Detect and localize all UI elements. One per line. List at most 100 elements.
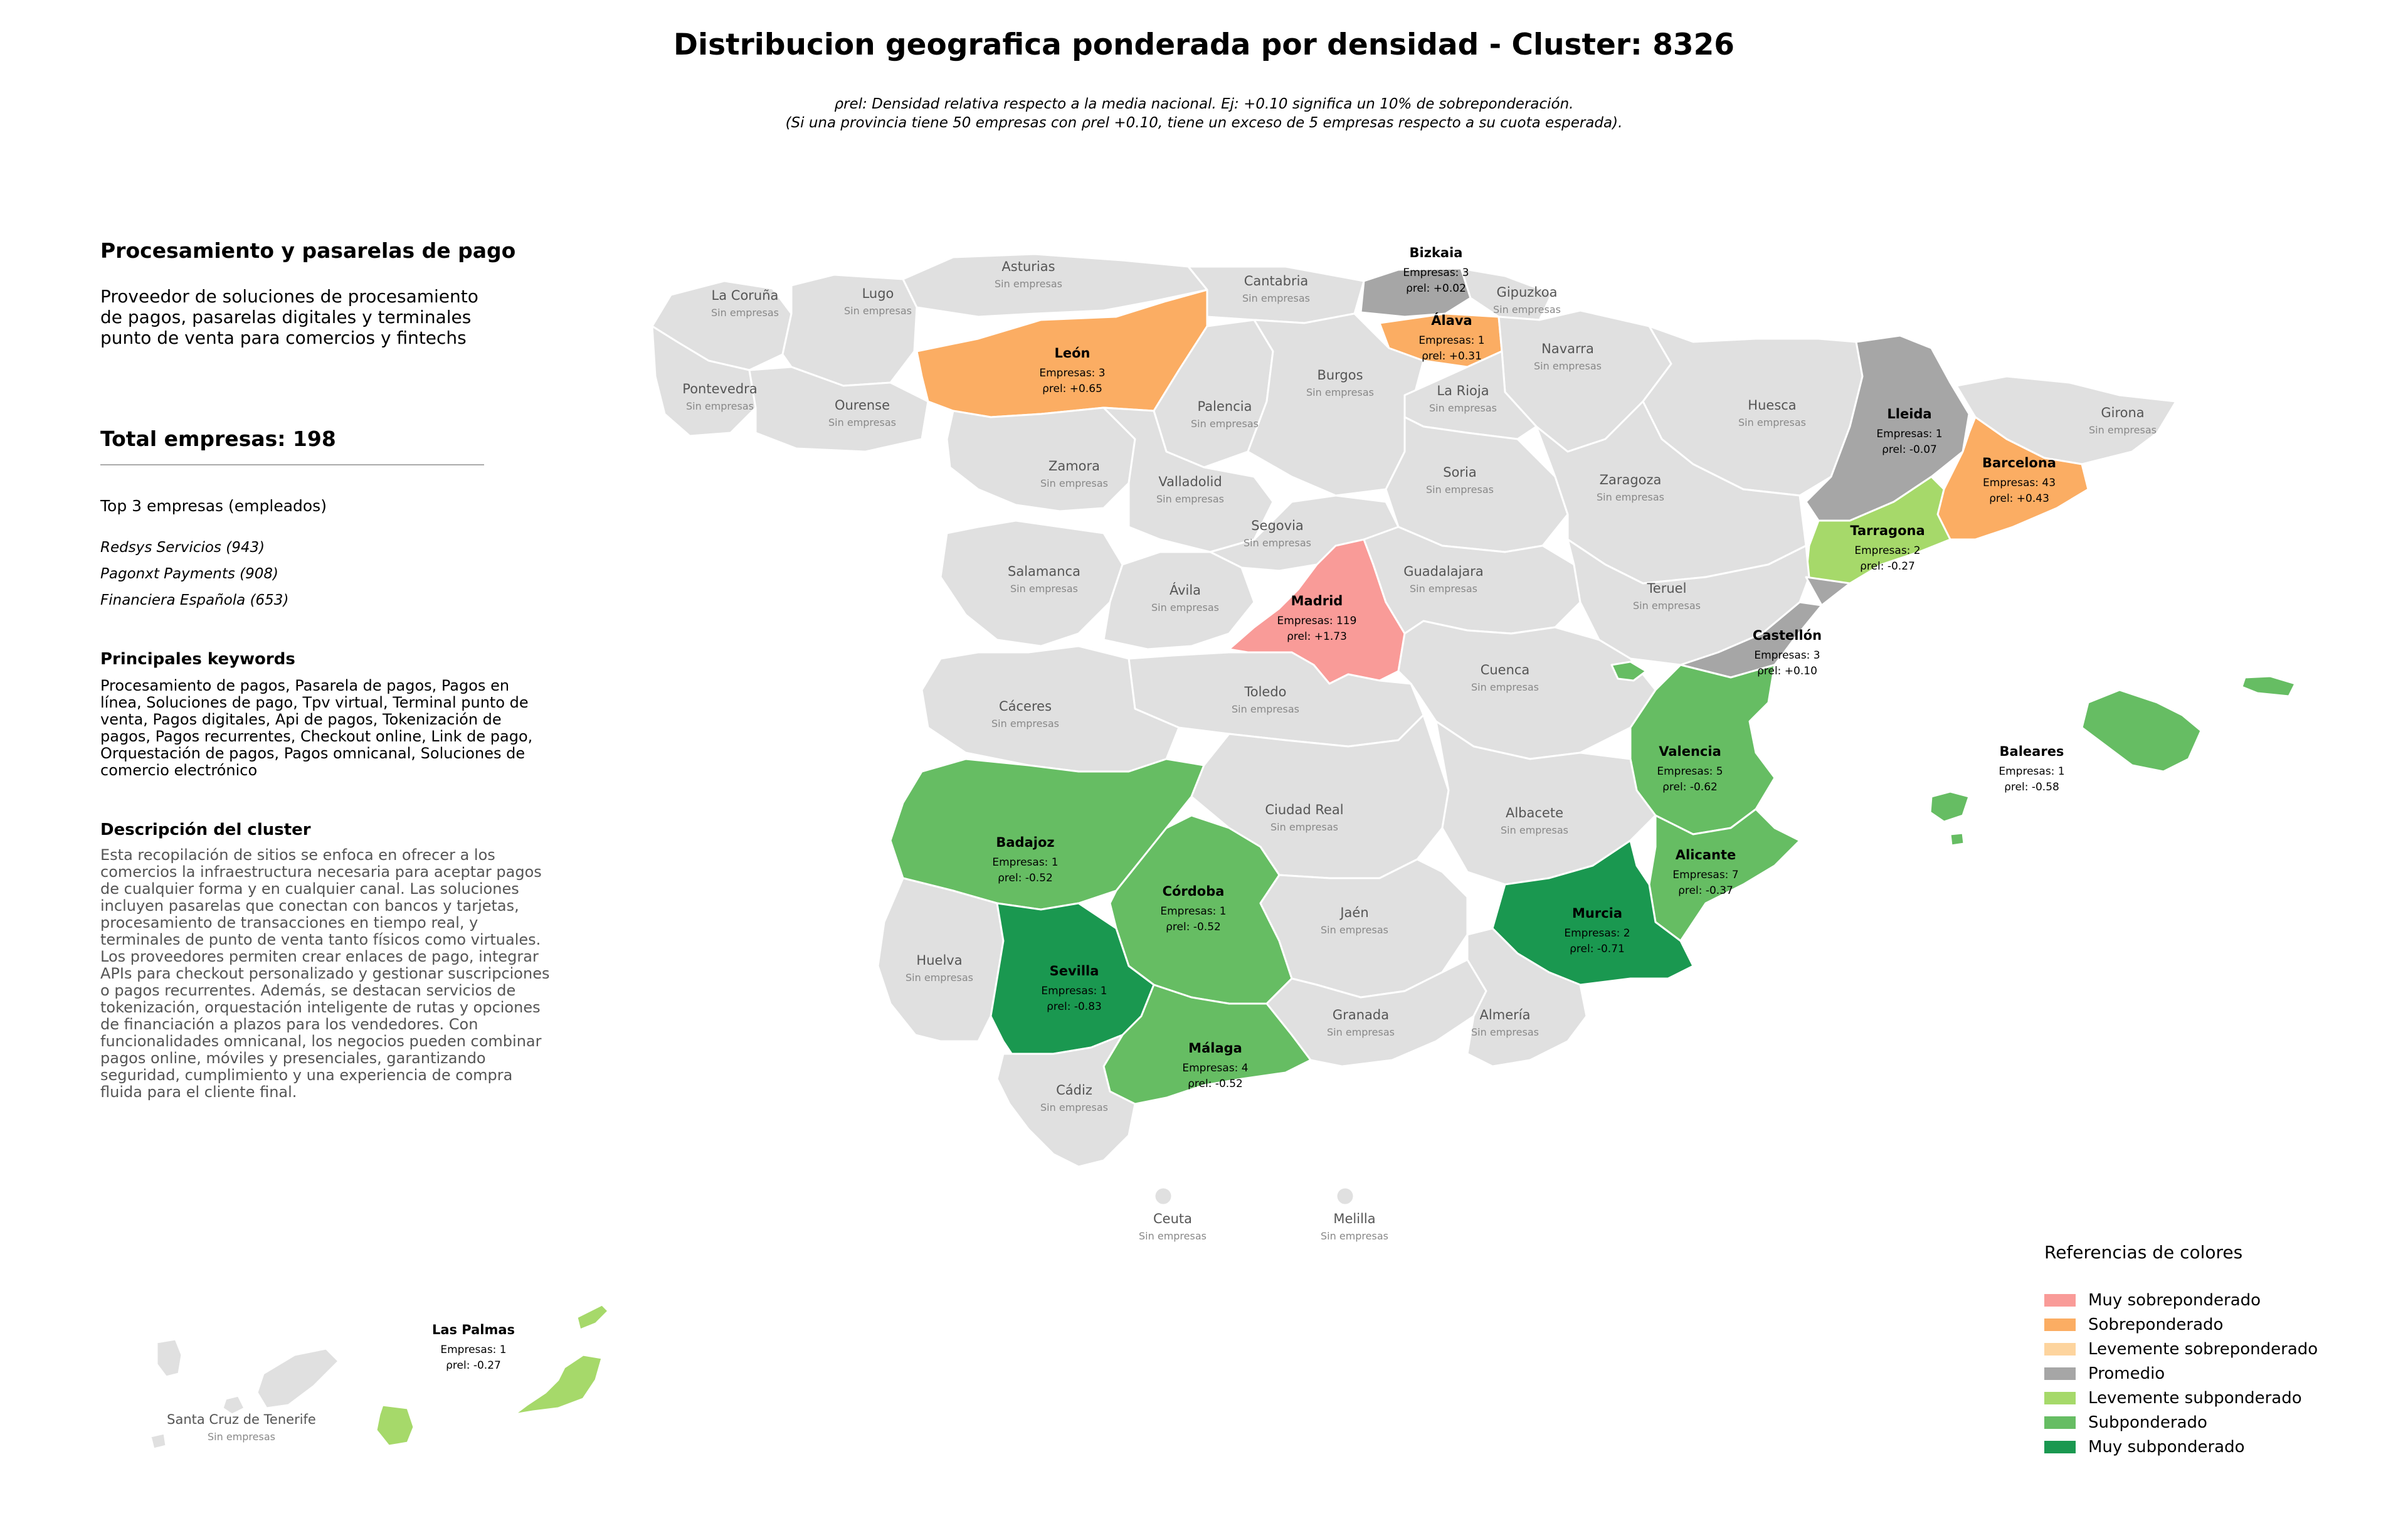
province-name-baleares: Baleares	[2000, 744, 2064, 759]
province-bizkaia[interactable]	[1360, 267, 1472, 318]
province-rho-barcelona: ρrel: +0.43	[1989, 492, 2049, 505]
density-note-line-1: ρrel: Densidad relativa respecto a la me…	[0, 96, 2408, 112]
top-company-1: Redsys Servicios (943)	[100, 539, 265, 556]
chart-title: Distribucion geografica ponderada por de…	[673, 28, 1735, 62]
province-castellon[interactable]	[1679, 576, 1851, 679]
province-rho-madrid: ρrel: +1.73	[1287, 630, 1347, 643]
no-companies-label: Sin empresas	[1426, 484, 1494, 496]
no-companies-label: Sin empresas	[906, 972, 973, 984]
top-companies-heading: Top 3 empresas (empleados)	[100, 497, 327, 515]
province-name-ciudad-real: Ciudad Real	[1265, 802, 1343, 817]
province-name-madrid: Madrid	[1291, 593, 1343, 608]
no-companies-label: Sin empresas	[711, 307, 779, 319]
legend-item: Sobreponderado	[2044, 1312, 2370, 1337]
no-companies-label: Sin empresas	[1471, 681, 1539, 693]
top-company-3: Financiera Española (653)	[100, 592, 289, 608]
province-name-cantabria: Cantabria	[1244, 273, 1309, 289]
cluster-description-text: Esta recopilación de sitios se enfoca en…	[100, 846, 550, 1101]
no-companies-label: Sin empresas	[2089, 424, 2157, 436]
province-melilla[interactable]	[1335, 1186, 1355, 1206]
province-name-caceres: Cáceres	[999, 699, 1052, 714]
province-companies-las-palmas: Empresas: 1	[440, 1344, 506, 1356]
province-companies-badajoz: Empresas: 1	[992, 856, 1058, 869]
legend-title: Referencias de colores	[2044, 1242, 2243, 1263]
no-companies-label: Sin empresas	[1010, 583, 1078, 595]
province-rho-sevilla: ρrel: -0.83	[1047, 1000, 1102, 1013]
province-rho-cordoba: ρrel: -0.52	[1166, 921, 1221, 933]
no-companies-label: Sin empresas	[995, 278, 1062, 290]
no-companies-label: Sin empresas	[208, 1431, 275, 1443]
legend-item: Muy sobreponderado	[2044, 1288, 2370, 1312]
no-companies-label: Sin empresas	[1040, 1101, 1108, 1113]
province-name-palencia: Palencia	[1198, 399, 1252, 414]
no-companies-label: Sin empresas	[1232, 703, 1299, 715]
legend-item: Muy subponderado	[2044, 1435, 2370, 1459]
top-companies-list: Redsys Servicios (943) Pagonxt Payments …	[100, 534, 577, 613]
province-name-albacete: Albacete	[1506, 805, 1563, 820]
province-avila[interactable]	[1102, 551, 1255, 650]
legend-swatch	[2044, 1391, 2076, 1404]
province-name-gipuzkoa: Gipuzkoa	[1497, 285, 1558, 300]
no-companies-label: Sin empresas	[1327, 1026, 1395, 1038]
province-name-sevilla: Sevilla	[1050, 963, 1099, 979]
province-name-malaga: Málaga	[1188, 1041, 1242, 1056]
province-name-alava: Álava	[1431, 312, 1472, 328]
province-rho-castellon: ρrel: +0.10	[1757, 665, 1817, 677]
no-companies-label: Sin empresas	[1321, 924, 1388, 936]
province-name-badajoz: Badajoz	[996, 835, 1054, 850]
legend-swatch	[2044, 1293, 2076, 1307]
province-pontevedra[interactable]	[651, 325, 757, 437]
top-company-2: Pagonxt Payments (908)	[100, 566, 279, 582]
province-baleares[interactable]	[1610, 661, 2296, 847]
legend-swatch	[2044, 1342, 2076, 1356]
province-name-ceuta: Ceuta	[1153, 1211, 1192, 1226]
province-companies-lleida: Empresas: 1	[1876, 428, 1942, 440]
province-rho-baleares: ρrel: -0.58	[2004, 781, 2059, 793]
province-rho-malaga: ρrel: -0.52	[1188, 1078, 1243, 1090]
province-name-melilla: Melilla	[1333, 1211, 1375, 1226]
province-name-zaragoza: Zaragoza	[1600, 472, 1662, 487]
province-name-huelva: Huelva	[916, 953, 962, 968]
province-ourense[interactable]	[748, 366, 929, 453]
province-companies-cordoba: Empresas: 1	[1160, 905, 1226, 918]
no-companies-label: Sin empresas	[844, 305, 912, 317]
no-companies-label: Sin empresas	[1493, 304, 1561, 316]
province-barcelona[interactable]	[1936, 416, 2089, 541]
province-lugo[interactable]	[781, 273, 918, 387]
province-ceuta[interactable]	[1153, 1186, 1173, 1206]
keywords-heading: Principales keywords	[100, 650, 295, 669]
province-name-la-rioja: La Rioja	[1437, 383, 1489, 398]
legend-label: Levemente sobreponderado	[2088, 1339, 2318, 1359]
no-companies-label: Sin empresas	[1501, 824, 1568, 836]
total-companies: Total empresas: 198	[100, 427, 336, 451]
no-companies-label: Sin empresas	[991, 718, 1059, 730]
legend-label: Muy subponderado	[2088, 1437, 2245, 1456]
province-name-la-coruna: La Coruña	[712, 288, 779, 303]
province-companies-tarragona: Empresas: 2	[1854, 544, 1920, 557]
province-almeria[interactable]	[1466, 927, 1588, 1068]
color-legend: Referencias de colores Muy sobreponderad…	[2044, 1242, 2370, 1459]
province-companies-madrid: Empresas: 119	[1277, 615, 1357, 627]
no-companies-label: Sin empresas	[828, 416, 896, 428]
province-las-palmas[interactable]	[375, 1303, 610, 1447]
province-name-leon: León	[1054, 346, 1090, 361]
province-name-guadalajara: Guadalajara	[1403, 564, 1484, 579]
province-santa-cruz-de-tenerife[interactable]	[149, 1338, 340, 1450]
no-companies-label: Sin empresas	[1534, 360, 1602, 372]
no-companies-label: Sin empresas	[1242, 292, 1310, 304]
legend-item: Subponderado	[2044, 1410, 2370, 1435]
province-cadiz[interactable]	[996, 1034, 1136, 1168]
province-name-barcelona: Barcelona	[1982, 455, 2056, 470]
no-companies-label: Sin empresas	[1633, 600, 1701, 612]
province-name-tarragona: Tarragona	[1850, 523, 1925, 538]
province-zamora[interactable]	[946, 406, 1136, 512]
province-name-huesca: Huesca	[1748, 398, 1796, 413]
province-name-granada: Granada	[1333, 1007, 1389, 1022]
province-name-valencia: Valencia	[1659, 744, 1721, 759]
province-companies-barcelona: Empresas: 43	[1983, 477, 2056, 489]
density-note-text: : Densidad relativa respecto a la media …	[862, 96, 1574, 112]
province-asturias[interactable]	[902, 253, 1208, 318]
province-name-toledo: Toledo	[1244, 684, 1286, 699]
province-rho-bizkaia: ρrel: +0.02	[1406, 282, 1466, 295]
province-toledo[interactable]	[1127, 651, 1425, 748]
